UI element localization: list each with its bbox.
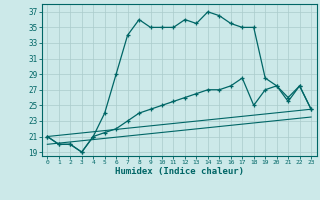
X-axis label: Humidex (Indice chaleur): Humidex (Indice chaleur) — [115, 167, 244, 176]
